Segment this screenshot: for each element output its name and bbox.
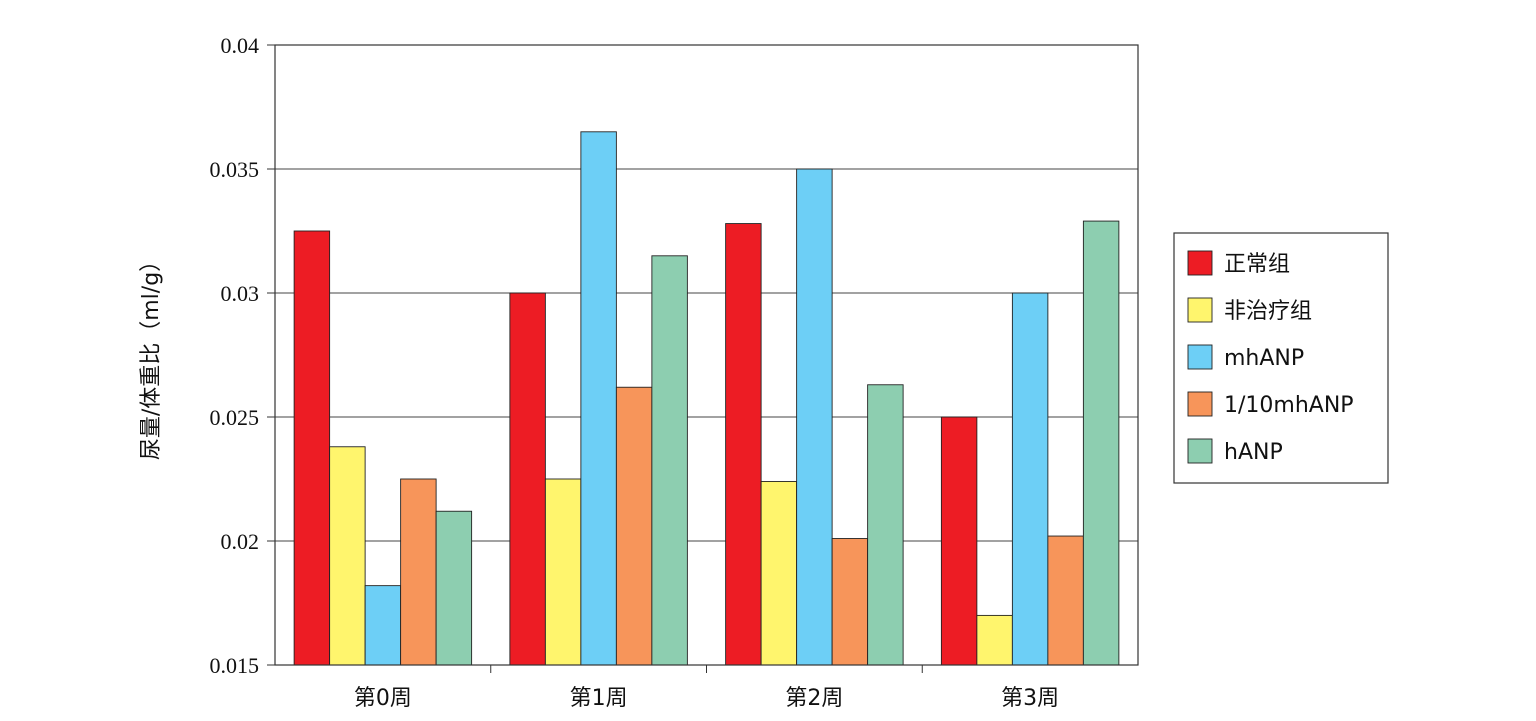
bar bbox=[831, 538, 869, 666]
y-tick-label: 0.025 bbox=[210, 405, 260, 430]
x-tick-label: 第1周 bbox=[570, 686, 628, 711]
y-tick-label: 0.04 bbox=[221, 33, 260, 58]
legend-swatch bbox=[1187, 438, 1213, 464]
bar bbox=[435, 510, 473, 666]
bar bbox=[509, 292, 546, 666]
bar bbox=[725, 223, 762, 666]
bar bbox=[615, 386, 653, 666]
bar bbox=[364, 585, 402, 666]
y-tick-label: 0.015 bbox=[210, 653, 260, 678]
legend-swatch bbox=[1187, 391, 1213, 417]
legend-swatch bbox=[1187, 344, 1213, 370]
legend-label: 非治疗组 bbox=[1224, 299, 1312, 324]
bar bbox=[544, 478, 582, 666]
bars bbox=[293, 131, 1120, 666]
bar bbox=[976, 614, 1013, 666]
bar bbox=[400, 478, 437, 666]
legend-label: hANP bbox=[1224, 440, 1283, 465]
y-axis-ticks: 0.015 0.02 0.025 0.03 0.035 0.04 bbox=[210, 33, 275, 678]
legend-label: 正常组 bbox=[1224, 252, 1290, 277]
bar bbox=[796, 168, 833, 666]
bar bbox=[940, 416, 978, 666]
bar bbox=[651, 255, 688, 666]
bar bbox=[580, 131, 617, 666]
y-tick-label: 0.02 bbox=[221, 529, 260, 554]
y-axis-label: 尿量/体重比（ml/g） bbox=[139, 250, 164, 460]
x-tick-label: 第3周 bbox=[1001, 686, 1059, 711]
legend-label: 1/10mhANP bbox=[1224, 393, 1354, 418]
y-tick-label: 0.035 bbox=[210, 157, 260, 182]
bar bbox=[760, 481, 798, 666]
bar bbox=[1011, 292, 1049, 666]
x-tick-label: 第2周 bbox=[785, 686, 843, 711]
y-tick-label: 0.03 bbox=[221, 281, 260, 306]
legend-label: mhANP bbox=[1224, 346, 1304, 371]
legend-swatch bbox=[1187, 297, 1213, 323]
bar bbox=[329, 446, 366, 666]
bar bbox=[1082, 220, 1120, 666]
legend-swatch bbox=[1187, 250, 1213, 276]
x-tick-label: 第0周 bbox=[354, 686, 412, 711]
bar bbox=[293, 230, 331, 666]
x-axis-ticks: 第0周 第1周 第2周 第3周 bbox=[354, 665, 1059, 711]
bar bbox=[1047, 535, 1084, 666]
bar bbox=[867, 384, 904, 666]
